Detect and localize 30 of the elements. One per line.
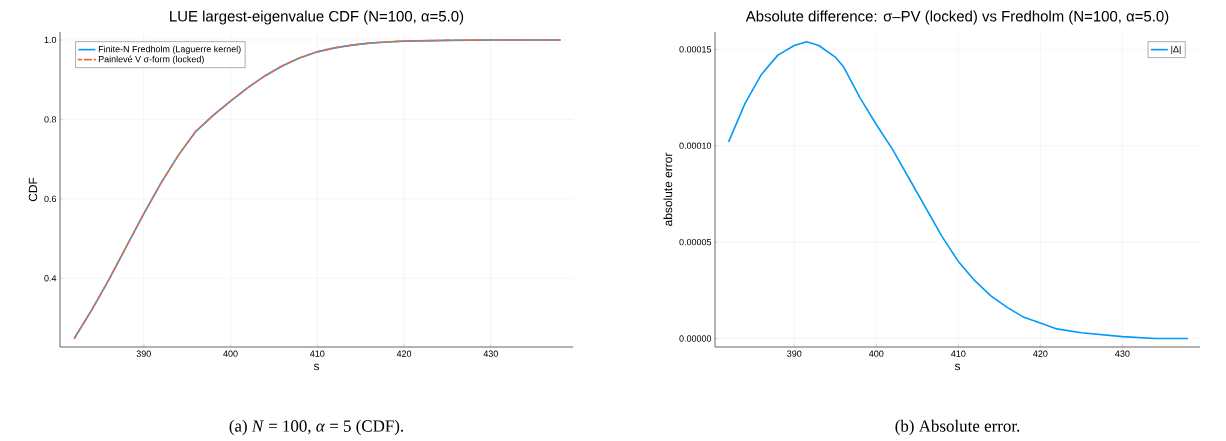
y-tick-label: 0.00015 [679, 46, 712, 53]
x-axis-title: s [313, 363, 320, 371]
legend-label: Finite-N Fredholm (Laguerre kernel) [98, 45, 241, 54]
x-tick-label: 420 [396, 350, 412, 357]
x-axis-title: s [954, 363, 961, 371]
legend-label: |Δ| [1171, 45, 1181, 55]
y-tick-label: 0.00005 [679, 238, 712, 246]
y-tick-label: 0.6 [44, 195, 57, 203]
legend-label: Painlevé V σ-form (locked) [98, 55, 204, 65]
chart-title: LUE largest-eigenvalue CDF (N=100, α=5.0) [170, 10, 464, 25]
x-tick-label: 400 [869, 350, 884, 357]
x-tick-label: 420 [1033, 350, 1048, 357]
x-tick-label: 430 [483, 350, 498, 357]
y-axis-title: absolute error [663, 152, 673, 226]
x-tick-label: 390 [136, 350, 151, 357]
x-tick-label: 390 [787, 350, 802, 357]
y-axis-title: CDF [28, 177, 38, 202]
y-tick-label: 1.0 [44, 36, 57, 44]
y-tick-label: 0.00010 [679, 142, 712, 149]
y-tick-label: 0.8 [44, 116, 57, 123]
line-series [73, 39, 562, 340]
x-tick-label: 410 [951, 350, 966, 357]
y-tick-label: 0.00000 [679, 335, 712, 342]
text: (b) Absolute error. [895, 419, 1020, 436]
text: (a) N = 100, α = 5 (CDF). [229, 419, 404, 436]
y-tick-label: 0.4 [44, 275, 57, 282]
x-tick-label: 430 [1115, 350, 1130, 357]
chart-title: Absolute difference: σ–PV (locked) vs Fredholm (N=100, α=5.0) [745, 10, 1169, 25]
x-tick-label: 400 [223, 350, 238, 357]
x-tick-label: 410 [310, 350, 325, 357]
